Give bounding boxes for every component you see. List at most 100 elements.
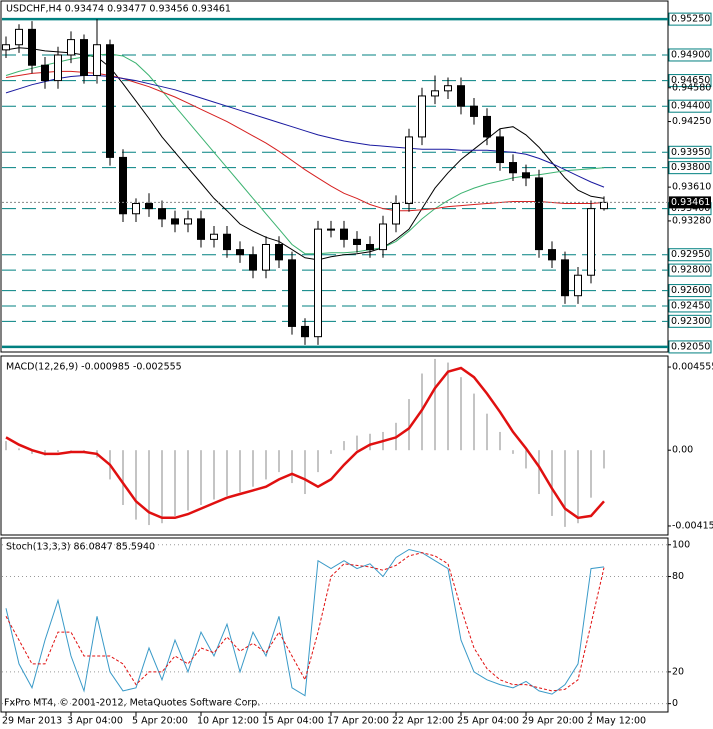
level-label: 0.94900 [671, 49, 710, 60]
level-label: 0.93800 [671, 162, 710, 173]
macd-bar [486, 413, 488, 451]
candle-body [470, 105, 478, 117]
level-label-box [668, 48, 712, 62]
candle-body [54, 54, 62, 82]
level-label-box [668, 299, 712, 313]
macd-bar [291, 450, 293, 484]
y-tick-label: 0.004555 [672, 362, 713, 373]
candle-body [522, 172, 530, 179]
candle-body [561, 259, 569, 297]
macd-bar [161, 450, 163, 524]
level-label-box [668, 340, 712, 354]
macd-bar [330, 450, 332, 454]
macd-bar [551, 450, 553, 516]
candle-body [132, 203, 140, 215]
macd-bar [434, 358, 436, 451]
stoch-title: Stoch(13,3,3) 86.0847 85.5940 [6, 542, 155, 553]
macd-bar [499, 431, 501, 451]
moving-average [5, 47, 605, 261]
macd-bar [564, 450, 566, 527]
macd-bar [460, 377, 462, 451]
moving-average [5, 70, 605, 212]
level-label-box [668, 74, 712, 88]
level-label-box [668, 284, 712, 298]
candle-body [327, 228, 335, 231]
macd-panel [0, 355, 669, 536]
macd-bar [590, 450, 592, 498]
candle-body [145, 203, 153, 210]
macd-bar [304, 450, 306, 495]
macd-bar [512, 450, 514, 454]
candle-body [80, 39, 88, 76]
candle-body [288, 259, 296, 327]
candle-body [210, 233, 218, 240]
candle-body [496, 136, 504, 164]
macd-bar [408, 399, 410, 451]
macd-bar [18, 448, 20, 451]
candle-body [275, 243, 283, 261]
y-tick-label: 0 [672, 698, 678, 709]
candle-body [418, 95, 426, 138]
x-tick-label: 5 Apr 20:00 [132, 716, 188, 727]
level-label: 0.94650 [671, 75, 710, 86]
y-tick-label: 0.00 [672, 445, 693, 456]
macd-bar [343, 441, 345, 451]
macd-bar [538, 450, 540, 495]
level-label-box [668, 145, 712, 159]
macd-bar [252, 450, 254, 487]
macd-bar [447, 362, 449, 451]
candle-body [483, 115, 491, 138]
y-tick-label: 0.94580 [672, 82, 711, 93]
level-label: 0.95250 [671, 14, 710, 25]
level-label-box [668, 12, 712, 26]
macd-bar [174, 450, 176, 516]
level-label-box [668, 161, 712, 175]
macd-bar [239, 450, 241, 493]
price-panel [0, 0, 669, 353]
x-tick-label: 29 Mar 2013 [2, 716, 62, 727]
candle-body [314, 228, 322, 338]
macd-bar [577, 450, 579, 524]
y-tick-label: 20 [672, 666, 684, 677]
last-price-label: 0.93461 [671, 197, 710, 208]
level-label: 0.94400 [671, 101, 710, 112]
candle-body [340, 228, 348, 240]
y-tick-label: 80 [672, 571, 684, 582]
candle-body [431, 90, 439, 97]
level-label-box [668, 263, 712, 277]
moving-average [5, 53, 605, 255]
level-label: 0.92050 [671, 341, 710, 352]
candle-body [405, 136, 413, 205]
footer: FxPro MT4, © 2001-2012, MetaQuotes Softw… [4, 698, 260, 709]
candle-body [93, 44, 101, 76]
candle-body [119, 156, 127, 215]
x-tick-label: 22 Apr 12:00 [392, 716, 454, 727]
candle-body [158, 208, 166, 220]
y-tick-label: 0.93610 [672, 182, 711, 193]
candle-body [548, 249, 556, 261]
macd-bar [135, 450, 137, 520]
y-tick-label: 100 [672, 539, 690, 550]
signal-line [5, 366, 605, 520]
macd-bar [200, 450, 202, 505]
level-label: 0.92600 [671, 285, 710, 296]
candle-body [41, 64, 49, 82]
candle-body [184, 218, 192, 225]
candle-body [262, 243, 270, 271]
x-tick-label: 10 Apr 12:00 [197, 716, 259, 727]
level-label-box [668, 99, 712, 113]
y-tick-label: -0.00415 [672, 520, 713, 531]
stoch-line [5, 548, 605, 697]
macd-bar [603, 450, 605, 469]
candle-body [249, 254, 257, 271]
macd-bar [317, 450, 319, 473]
x-tick-label: 15 Apr 04:00 [262, 716, 324, 727]
macd-bar [70, 450, 72, 451]
macd-bar [187, 450, 189, 511]
candle-body [15, 28, 23, 46]
macd-bar [278, 450, 280, 473]
candle-body [379, 223, 387, 251]
x-tick-label: 17 Apr 20:00 [327, 716, 389, 727]
